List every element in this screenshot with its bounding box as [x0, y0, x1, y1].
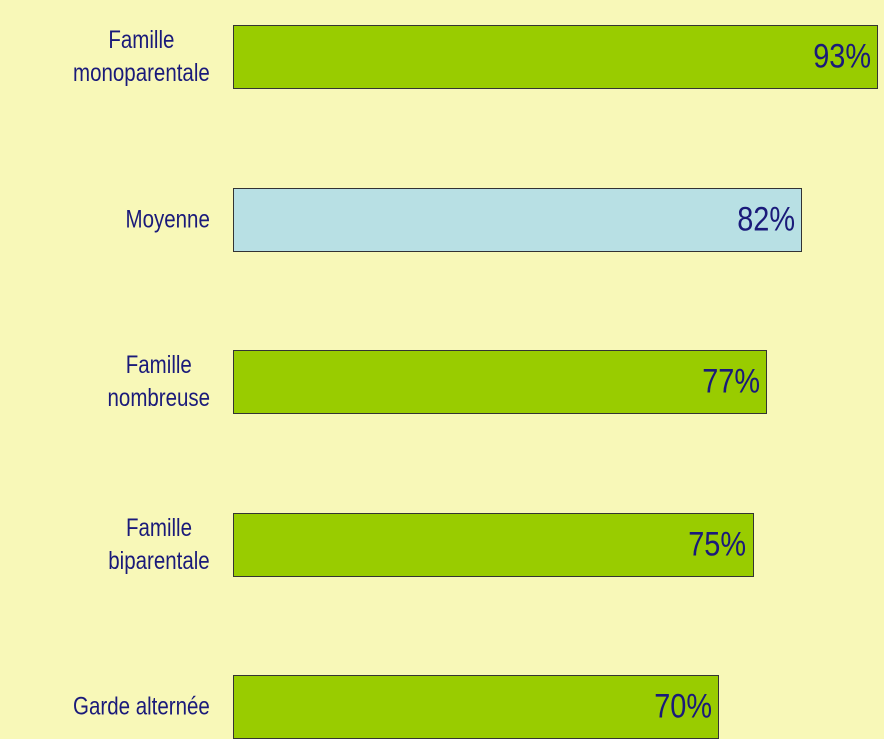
value-label: 77%	[702, 362, 761, 401]
category-label: Garde alternée	[73, 692, 210, 721]
value-label: 75%	[688, 525, 747, 563]
value-label: 82%	[737, 200, 796, 238]
category-label: Famille biparentale	[108, 513, 210, 575]
bar: 77%	[233, 350, 768, 414]
bar: 70%	[233, 675, 719, 739]
value-label: 93%	[813, 37, 872, 76]
bar: 82%	[233, 187, 803, 252]
category-label: Famille nombreuse	[107, 351, 210, 412]
value-label: 70%	[653, 687, 712, 726]
bar: 75%	[233, 512, 754, 577]
category-label: Famille monoparentale	[73, 26, 210, 87]
category-label: Moyenne	[125, 205, 210, 233]
bar: 93%	[233, 25, 879, 89]
